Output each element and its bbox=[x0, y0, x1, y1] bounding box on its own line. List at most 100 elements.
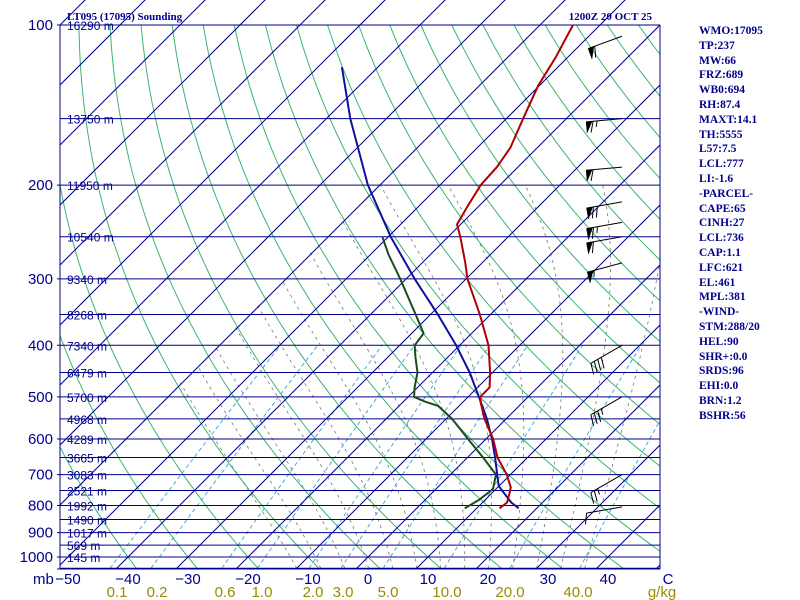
pressure-tick-label: 800 bbox=[28, 497, 53, 514]
isotherm bbox=[535, 444, 660, 569]
isotherm bbox=[60, 0, 566, 506]
moist-adiabat bbox=[280, 278, 418, 569]
dry-adiabat bbox=[140, 24, 441, 569]
pressure-tick-label: 1000 bbox=[20, 549, 53, 566]
dry-adiabat bbox=[389, 24, 660, 384]
sounding-index: L57:7.5 bbox=[699, 143, 737, 156]
plot-frame bbox=[57, 25, 661, 570]
isotherm bbox=[475, 384, 660, 569]
isotherms bbox=[60, 0, 660, 569]
height-level-label: 1490 m bbox=[67, 513, 107, 527]
pressure-axis-label: mb bbox=[33, 571, 54, 588]
mixing-ratio-lines bbox=[109, 344, 660, 569]
sounding-index: SRDS:96 bbox=[699, 365, 744, 378]
sounding-index: SHR+:0.0 bbox=[699, 350, 748, 363]
temperature-tick-label: 20 bbox=[480, 571, 497, 588]
sounding-index: LFC:621 bbox=[699, 261, 744, 274]
wind-barb bbox=[585, 166, 623, 182]
wind-barb bbox=[587, 35, 623, 60]
wind-barb bbox=[585, 506, 623, 525]
height-level-label: 8268 m bbox=[67, 308, 107, 322]
pressure-tick-label: 900 bbox=[28, 525, 53, 542]
dry-adiabat bbox=[482, 24, 660, 261]
wind-barb bbox=[590, 474, 623, 504]
mixing-ratio-tick-label: 5.0 bbox=[378, 584, 399, 600]
dry-adiabat bbox=[78, 24, 320, 569]
sounding-index: STM:288/20 bbox=[699, 320, 760, 333]
temperature-tick-label: 40 bbox=[600, 571, 617, 588]
dry-adiabat bbox=[171, 24, 502, 569]
mixing-ratio-tick-label: 40.0 bbox=[563, 584, 592, 600]
mixing-ratio-tick-label: 3.0 bbox=[333, 584, 354, 600]
sounding-index: EHI:0.0 bbox=[699, 380, 739, 393]
moist-adiabat bbox=[524, 184, 564, 569]
isotherm bbox=[60, 0, 266, 206]
height-level-label: 4289 m bbox=[67, 433, 107, 447]
sounding-index: EL:461 bbox=[699, 276, 736, 289]
dry-adiabat bbox=[60, 445, 137, 569]
height-level-label: 6479 m bbox=[67, 367, 107, 381]
sounding-index: MPL:381 bbox=[699, 291, 746, 304]
sounding-index: CAPE:65 bbox=[699, 202, 746, 215]
dry-adiabat bbox=[60, 334, 198, 569]
sounding-index: BRN:1.2 bbox=[699, 394, 742, 407]
dry-adiabat bbox=[202, 24, 563, 569]
moist-adiabat bbox=[447, 184, 525, 569]
mixing-ratio-tick-label: 0.2 bbox=[147, 584, 168, 600]
sounding-index: -PARCEL- bbox=[699, 187, 754, 200]
wind-barbs bbox=[585, 35, 623, 525]
pressure-tick-label: 500 bbox=[28, 389, 53, 406]
height-level-label: 16290 m bbox=[67, 19, 114, 33]
isotherm bbox=[235, 144, 660, 569]
isotherm bbox=[60, 0, 446, 386]
wind-barb bbox=[590, 344, 623, 375]
temperature-tick-label: −30 bbox=[175, 571, 200, 588]
isotherm bbox=[60, 0, 326, 266]
sounding-index: CAP:1.1 bbox=[699, 246, 741, 259]
height-level-label: 5700 m bbox=[67, 391, 107, 405]
moist-adiabat bbox=[380, 184, 492, 569]
sounding-index: LI:-1.6 bbox=[699, 172, 734, 185]
mixing-ratio-tick-label: 0.6 bbox=[215, 584, 236, 600]
temperature-tick-label: −50 bbox=[55, 571, 80, 588]
height-level-label: 1992 m bbox=[67, 499, 107, 513]
wind-barb bbox=[590, 396, 623, 427]
sounding-profiles bbox=[340, 24, 574, 510]
isotherm bbox=[60, 0, 146, 86]
moist-adiabat bbox=[340, 217, 466, 569]
sounding-index: CINH:27 bbox=[699, 217, 745, 230]
sounding-index: BSHR:56 bbox=[699, 409, 746, 422]
dry-adiabat bbox=[296, 24, 660, 509]
dry-adiabat bbox=[358, 24, 660, 425]
height-level-label: 7340 m bbox=[67, 339, 107, 353]
height-level-label: 10540 m bbox=[67, 231, 114, 245]
sounding-index: MW:66 bbox=[699, 54, 737, 67]
mixing-ratio-tick-label: 10.0 bbox=[432, 584, 461, 600]
pressure-tick-label: 600 bbox=[28, 431, 53, 448]
temperature-tick-label: 30 bbox=[540, 571, 557, 588]
mixing-ratio-unit: g/kg bbox=[648, 584, 676, 600]
height-level-label: 569 m bbox=[67, 539, 100, 553]
mixing-ratio-line bbox=[221, 345, 383, 569]
height-level-label: 11950 m bbox=[67, 179, 113, 193]
sounding-index: LCL:777 bbox=[699, 158, 744, 171]
sounding-index: LCL:736 bbox=[699, 232, 744, 245]
wind-barb bbox=[586, 201, 623, 220]
isotherm bbox=[60, 0, 626, 566]
dry-adiabat bbox=[60, 182, 259, 569]
height-level-label: 9340 m bbox=[67, 273, 107, 287]
moist-adiabat bbox=[308, 250, 442, 569]
temperature-tick-label: −10 bbox=[295, 571, 320, 588]
height-level-label: 145 m bbox=[67, 551, 100, 565]
temperature-profile bbox=[456, 24, 574, 510]
height-level-label: 2521 m bbox=[67, 485, 107, 499]
mixing-ratio-line bbox=[443, 345, 584, 569]
isotherm bbox=[60, 0, 386, 326]
height-level-label: 3083 m bbox=[67, 469, 107, 483]
isotherm bbox=[60, 0, 206, 146]
sounding-index: FRZ:689 bbox=[699, 69, 744, 82]
mixing-ratio-line bbox=[109, 344, 281, 569]
sounding-index: TP:237 bbox=[699, 39, 735, 52]
